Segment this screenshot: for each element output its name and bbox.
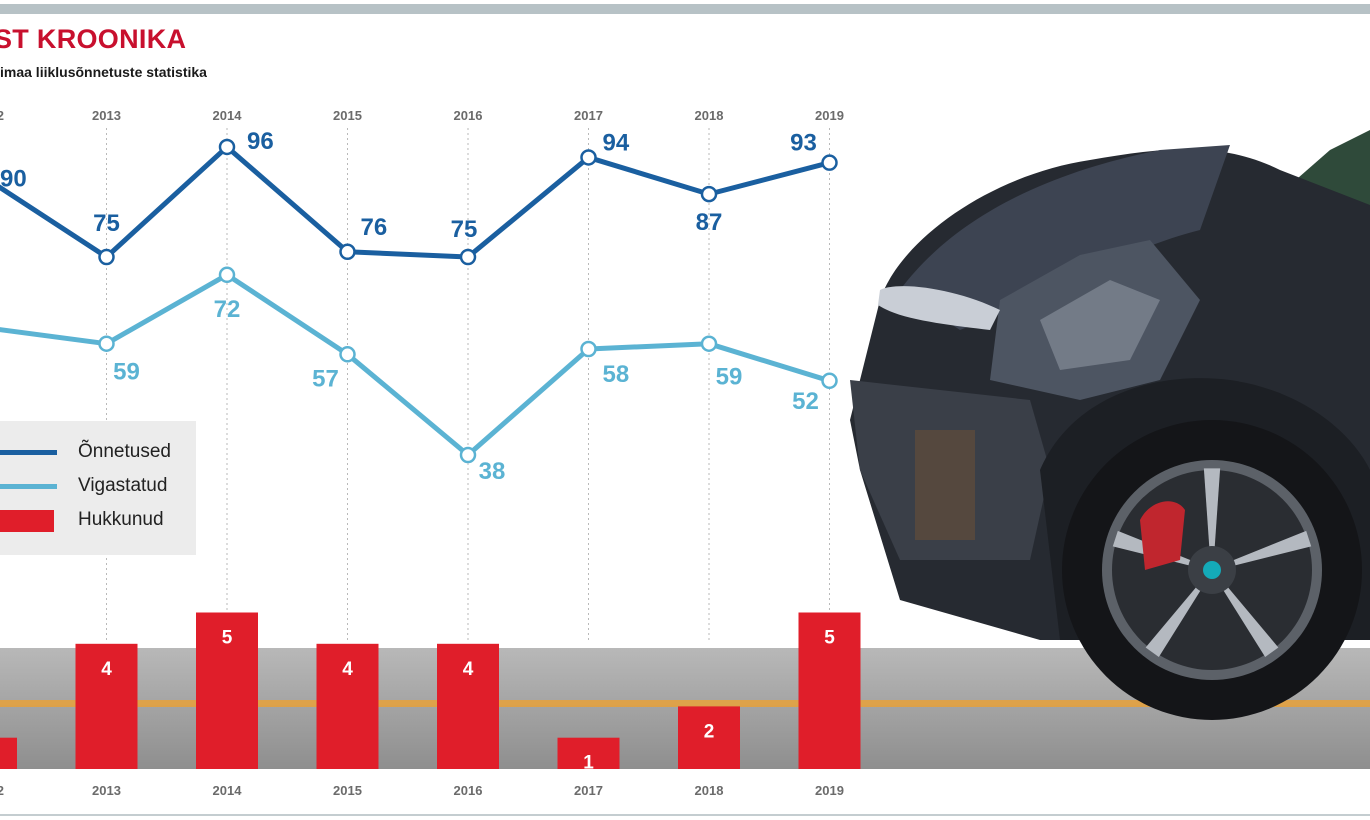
point-accidents <box>580 149 597 166</box>
chart-title: ST KROONIKA <box>0 24 187 54</box>
tick-label-bottom: 2019 <box>815 783 844 798</box>
bar-value-label: 1 <box>583 753 594 774</box>
tick-label-top: 2019 <box>815 108 844 123</box>
road-lane-line <box>0 700 1370 707</box>
car-rim-spoke <box>1231 530 1312 566</box>
bar-deaths <box>0 737 17 769</box>
legend-label-injured: Vigastatud <box>78 475 168 496</box>
legend-item-accidents: Õnnetused <box>0 435 196 469</box>
bar-deaths <box>75 643 138 769</box>
bar-deaths <box>316 643 379 769</box>
point-injured <box>700 335 718 352</box>
value-label-injured: 58 <box>603 361 630 388</box>
car-rim-spoke <box>1222 586 1279 658</box>
point-injured <box>821 372 838 390</box>
deaths-bars <box>0 612 861 769</box>
value-label-accidents: 76 <box>361 214 388 241</box>
car-rim-spoke <box>1145 586 1202 658</box>
tick-label-top: 2013 <box>92 108 121 123</box>
data-labels: 45441259075967675948793359725738585952 <box>0 128 835 774</box>
bar-value-label: 4 <box>342 659 353 680</box>
line-accidents <box>0 144 831 260</box>
legend-item-deaths: Hukkunud <box>0 503 196 537</box>
car-brake-caliper <box>1140 501 1185 570</box>
bar-deaths <box>557 737 620 769</box>
point-accidents <box>459 248 477 266</box>
point-accidents <box>821 154 838 171</box>
tick-label-bottom: 2016 <box>454 783 483 798</box>
tick-label-top: 2 <box>0 108 4 123</box>
crashed-car-photo <box>850 130 1370 720</box>
value-label-accidents: 93 <box>790 130 817 157</box>
car-hood <box>900 145 1230 330</box>
point-accidents <box>218 138 236 156</box>
tick-label-top: 2018 <box>695 108 724 123</box>
legend-label-accidents: Õnnetused <box>78 441 171 462</box>
bottom-rule <box>0 814 1370 816</box>
line-injured <box>0 272 831 458</box>
bar-value-label: 4 <box>101 659 112 680</box>
bar-value-label: 4 <box>463 659 474 680</box>
point-accidents <box>98 248 115 266</box>
legend-swatch-accidents <box>0 450 57 455</box>
legend-label-deaths: Hukkunud <box>78 509 164 530</box>
tick-label-bottom: 2 <box>0 783 4 798</box>
car-debris <box>1040 280 1160 370</box>
point-accidents <box>700 185 718 203</box>
value-label-injured: 72 <box>214 296 241 323</box>
point-injured <box>218 266 236 284</box>
car-headlight <box>878 286 1000 330</box>
car-hub-cap <box>1203 561 1221 579</box>
legend-swatch-injured <box>0 484 57 489</box>
year-ticks: 2 2 2013 2013 2014 2014 2015 2015 2016 2016 2017 20… <box>0 108 844 798</box>
point-injured <box>339 346 356 363</box>
tick-label-top: 2015 <box>333 108 362 123</box>
line-series <box>0 138 838 464</box>
bottom-strip <box>0 769 1370 820</box>
chart-subtitle: imaa liiklusõnnetuste statistika <box>0 64 207 80</box>
bar-value-label: 2 <box>704 721 715 742</box>
tick-label-top: 2014 <box>213 108 243 123</box>
car-exposed-structure <box>915 430 975 540</box>
car-rim-spoke <box>1203 468 1221 549</box>
tick-label-bottom: 2018 <box>695 783 724 798</box>
bar-deaths <box>437 643 499 769</box>
legend: Õnnetused Vigastatud Hukkunud <box>0 421 196 555</box>
tick-label-bottom: 2014 <box>213 783 243 798</box>
bar-value-label: 5 <box>222 628 233 649</box>
value-label-accidents: 87 <box>696 209 723 236</box>
value-label-accidents: 75 <box>93 210 120 237</box>
top-rule <box>0 4 1370 14</box>
tick-label-top: 2016 <box>454 108 483 123</box>
value-label-injured: 59 <box>113 359 140 386</box>
value-label-injured: 57 <box>312 365 339 392</box>
bar-deaths <box>678 706 740 769</box>
point-injured <box>98 335 115 352</box>
bar-value-label: 5 <box>824 628 835 649</box>
value-label-accidents: 90 <box>0 165 27 192</box>
bar-deaths <box>798 612 861 769</box>
value-label-injured: 52 <box>792 388 819 415</box>
value-label-injured: 59 <box>716 364 743 391</box>
tick-label-bottom: 2013 <box>92 783 121 798</box>
legend-item-injured: Vigastatud <box>0 469 196 503</box>
value-label-injured: 38 <box>479 458 506 485</box>
point-injured <box>580 340 597 358</box>
tick-label-bottom: 2015 <box>333 783 362 798</box>
value-label-accidents: 96 <box>247 128 274 155</box>
point-accidents <box>339 243 356 261</box>
value-label-accidents: 75 <box>451 216 478 243</box>
tick-label-bottom: 2017 <box>574 783 603 798</box>
point-injured <box>459 446 477 464</box>
bar-deaths <box>196 612 258 769</box>
value-label-accidents: 94 <box>603 129 630 156</box>
tick-label-top: 2017 <box>574 108 603 123</box>
legend-swatch-deaths <box>0 510 54 532</box>
